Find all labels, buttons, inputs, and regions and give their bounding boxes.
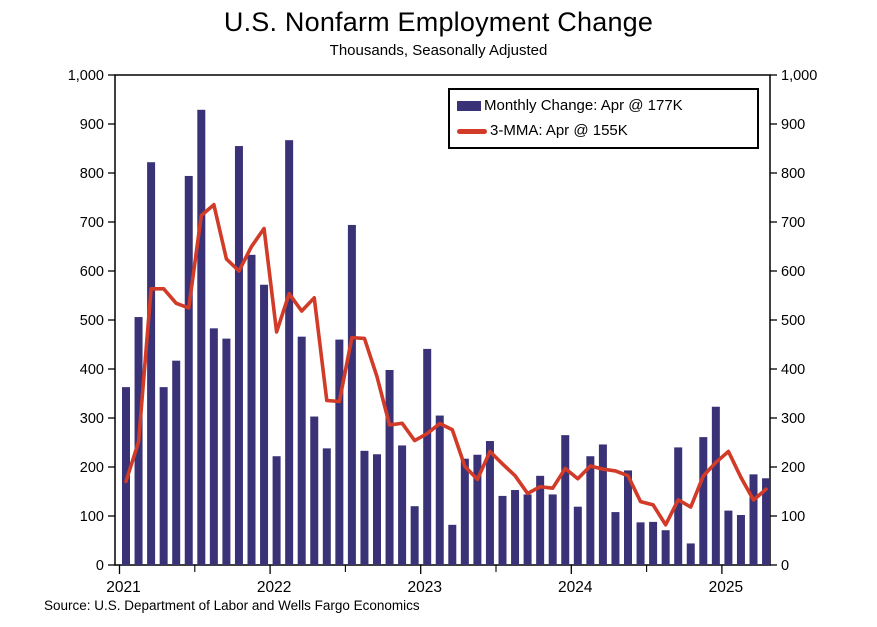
legend: Monthly Change: Apr @ 177K 3-MMA: Apr @ … xyxy=(448,88,759,149)
source-note: Source: U.S. Department of Labor and Wel… xyxy=(44,598,420,613)
x-year-label: 2022 xyxy=(257,579,291,596)
bar-2022-02 xyxy=(285,140,294,566)
bar-2023-08 xyxy=(511,490,520,565)
bar-2022-04 xyxy=(310,416,319,565)
bar-2024-01 xyxy=(573,506,582,565)
x-year-label: 2023 xyxy=(407,579,441,596)
bar-2021-11 xyxy=(247,254,256,565)
legend-label-3mma: 3-MMA: Apr @ 155K xyxy=(490,122,628,139)
legend-item-monthly-change: Monthly Change: Apr @ 177K xyxy=(457,97,751,115)
bar-2024-05 xyxy=(624,470,632,565)
y-tick-label-right: 900 xyxy=(781,117,805,133)
y-tick-label-right: 500 xyxy=(781,313,805,329)
bar-2023-06 xyxy=(485,441,494,565)
y-tick-label-left: 600 xyxy=(80,264,104,280)
bar-2024-04 xyxy=(611,512,620,565)
bar-2022-01 xyxy=(272,456,281,565)
y-tick-label-left: 700 xyxy=(80,215,104,231)
bar-2022-10 xyxy=(385,369,394,565)
bar-2023-11 xyxy=(548,494,557,565)
bar-2022-06 xyxy=(335,339,344,565)
bar-2022-12 xyxy=(410,506,419,565)
bar-2023-03 xyxy=(448,524,457,565)
x-year-label: 2025 xyxy=(709,579,743,596)
bar-2021-04 xyxy=(159,387,168,565)
mma-line xyxy=(124,202,768,527)
y-tick-label-left: 100 xyxy=(80,509,104,525)
bar-2024-02 xyxy=(586,456,595,565)
bar-2023-02 xyxy=(435,415,444,565)
bar-2022-09 xyxy=(373,454,381,565)
bar-2024-07 xyxy=(649,521,658,565)
y-tick-label-right: 0 xyxy=(781,558,789,574)
bar-2023-05 xyxy=(473,454,482,565)
bar-2022-11 xyxy=(398,445,407,565)
y-tick-label-left: 400 xyxy=(80,362,104,378)
y-tick-label-right: 800 xyxy=(781,166,805,182)
y-tick-label-right: 600 xyxy=(781,264,805,280)
bar-2023-09 xyxy=(523,494,532,565)
y-tick-label-left: 0 xyxy=(96,558,104,574)
legend-item-3mma: 3-MMA: Apr @ 155K xyxy=(457,122,751,140)
bar-2022-08 xyxy=(360,450,369,565)
bar-2021-07 xyxy=(197,109,206,565)
bar-2025-02 xyxy=(736,515,745,565)
y-tick-label-left: 800 xyxy=(80,166,104,182)
y-tick-label-left: 500 xyxy=(80,313,104,329)
y-tick-label-left: 300 xyxy=(80,411,104,427)
x-year-label: 2021 xyxy=(106,579,140,596)
bar-2023-04 xyxy=(460,458,469,565)
y-tick-label-left: 900 xyxy=(80,117,104,133)
chart-subtitle: Thousands, Seasonally Adjusted xyxy=(329,42,548,59)
bar-2025-03 xyxy=(749,474,758,565)
legend-label-monthly-change: Monthly Change: Apr @ 177K xyxy=(484,97,683,114)
bar-2021-09 xyxy=(222,338,231,565)
bar-2021-05 xyxy=(172,360,181,565)
bar-2024-06 xyxy=(636,522,645,565)
y-tick-label-right: 200 xyxy=(781,460,805,476)
bar-2024-08 xyxy=(661,530,670,565)
bar-2021-08 xyxy=(209,328,218,565)
y-tick-label-right: 700 xyxy=(781,215,805,231)
bar-2024-09 xyxy=(674,447,683,565)
bar-2024-12 xyxy=(711,406,720,565)
bar-2022-05 xyxy=(322,448,331,565)
y-tick-label-right: 400 xyxy=(781,362,805,378)
bar-2023-12 xyxy=(561,435,570,565)
bar-2021-10 xyxy=(234,146,243,566)
bar-2023-01 xyxy=(423,348,432,565)
bar-2025-01 xyxy=(724,510,733,565)
bar-2021-06 xyxy=(184,175,193,565)
bar-2023-07 xyxy=(498,495,507,565)
bar-2021-03 xyxy=(147,162,156,565)
y-tick-label-left: 1,000 xyxy=(68,68,104,84)
bar-2022-07 xyxy=(347,224,356,565)
y-tick-label-right: 1,000 xyxy=(781,68,817,84)
bar-2024-03 xyxy=(598,444,607,565)
x-year-label: 2024 xyxy=(558,579,593,596)
y-tick-label-right: 300 xyxy=(781,411,805,427)
y-tick-label-left: 200 xyxy=(80,460,104,476)
line-swatch-icon xyxy=(457,128,487,134)
chart-title: U.S. Nonfarm Employment Change xyxy=(223,7,654,37)
bar-2025-04 xyxy=(762,478,771,565)
bar-2022-03 xyxy=(297,336,306,565)
bar-swatch-icon xyxy=(457,101,481,111)
bar-2024-11 xyxy=(699,437,708,565)
y-tick-label-right: 100 xyxy=(781,509,805,525)
bar-2023-10 xyxy=(536,475,545,565)
bar-2021-12 xyxy=(260,284,269,565)
bar-2024-10 xyxy=(686,543,695,565)
